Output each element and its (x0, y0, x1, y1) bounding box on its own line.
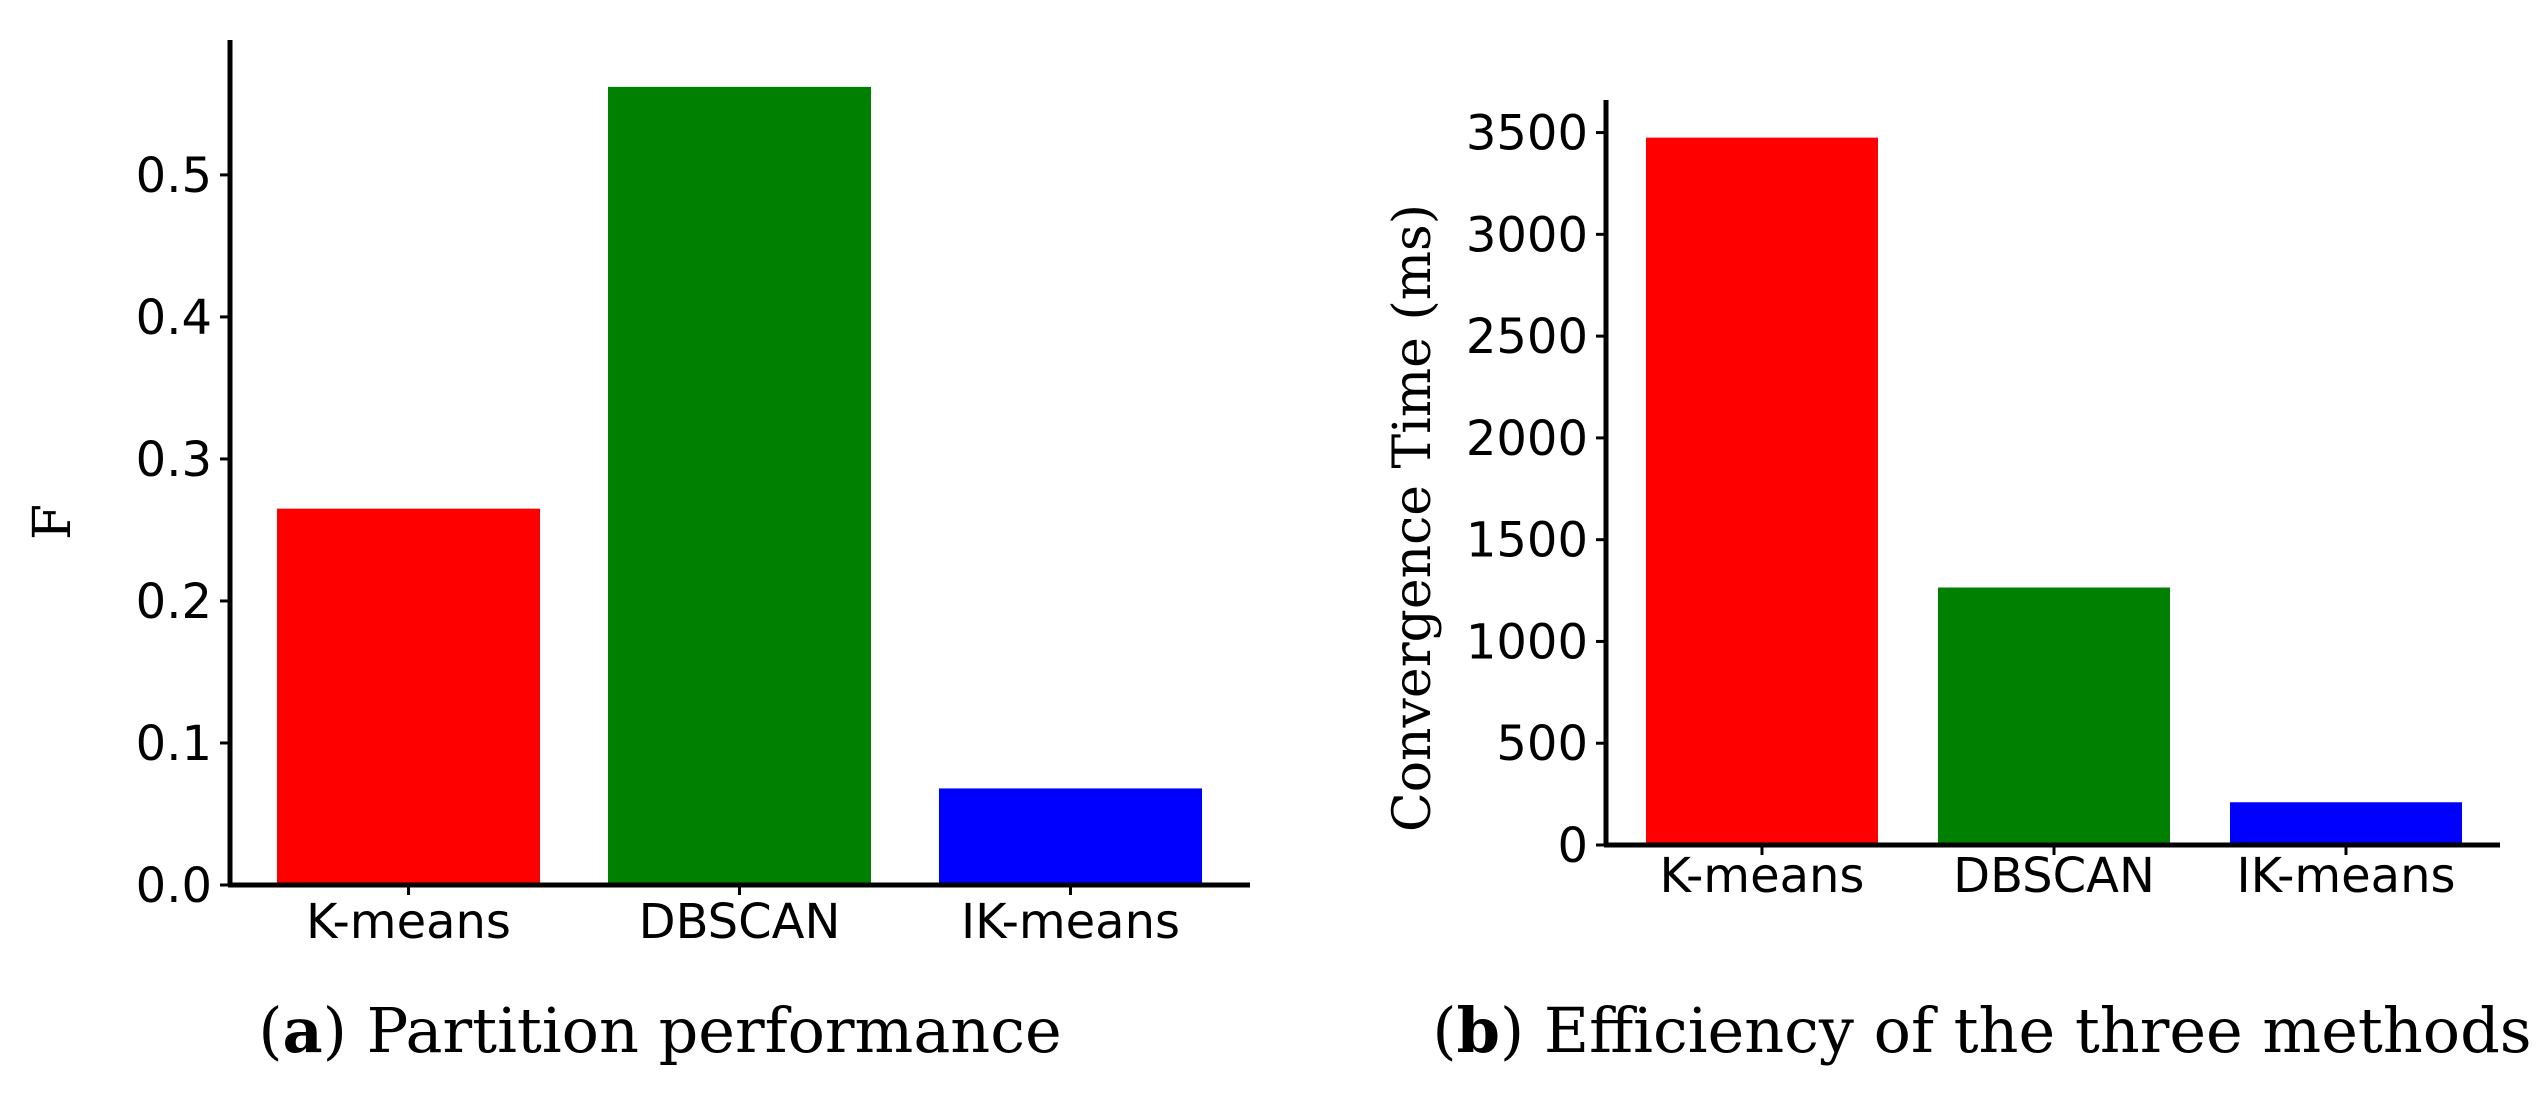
chart-a-ytick-label: 0.1 (136, 716, 212, 772)
chart-b-caption: (b) Efficiency of the three methods (1432, 994, 2531, 1067)
chart-a-xtick-label: IK-means (961, 894, 1180, 950)
chart-a-ytick-label: 0.5 (136, 148, 212, 204)
chart-a-bar-k-means (277, 508, 540, 885)
chart-a: F 0.0 0.1 0.2 0.3 0.4 0.5 K-means DBSCAN IK-mea… (23, 40, 1250, 1067)
chart-a-ytick-label: 0.3 (136, 432, 212, 488)
chart-a-caption: (a) Partition performance (258, 994, 1061, 1067)
chart-b-ytick-label: 1500 (1466, 513, 1588, 569)
chart-b-ytick-label: 1000 (1466, 614, 1588, 670)
chart-b-bar-k-means (1646, 137, 1878, 845)
chart-b-ytick-label: 500 (1496, 716, 1588, 772)
chart-b: Convergence Time (ms) 0 500 1000 1500 2000 25… (1383, 100, 2532, 1067)
chart-b-xtick-label: IK-means (2236, 848, 2455, 904)
chart-a-ytick-label: 0.2 (136, 574, 212, 630)
chart-b-xtick-label: DBSCAN (1953, 848, 2155, 904)
chart-b-ytick-label: 2500 (1466, 309, 1588, 365)
chart-b-ytick-label: 0 (1557, 818, 1588, 874)
chart-a-ytick-label: 0.4 (136, 290, 212, 346)
chart-a-ylabel: F (23, 504, 83, 540)
chart-a-xtick-label: K-means (306, 894, 511, 950)
chart-b-ytick-label: 3000 (1466, 207, 1588, 263)
chart-a-bar-ik-means (939, 788, 1202, 885)
chart-b-ytick-label: 3500 (1466, 106, 1588, 162)
chart-a-bar-dbscan (608, 86, 871, 886)
chart-b-bar-ik-means (2230, 802, 2462, 845)
chart-b-ylabel: Convergence Time (ms) (1383, 204, 1443, 832)
chart-a-ytick-label: 0.0 (136, 858, 212, 914)
chart-b-xtick-label: K-means (1660, 848, 1865, 904)
chart-b-bar-dbscan (1938, 587, 2170, 845)
chart-b-ytick-label: 2000 (1466, 411, 1588, 467)
chart-a-xtick-label: DBSCAN (639, 894, 841, 950)
